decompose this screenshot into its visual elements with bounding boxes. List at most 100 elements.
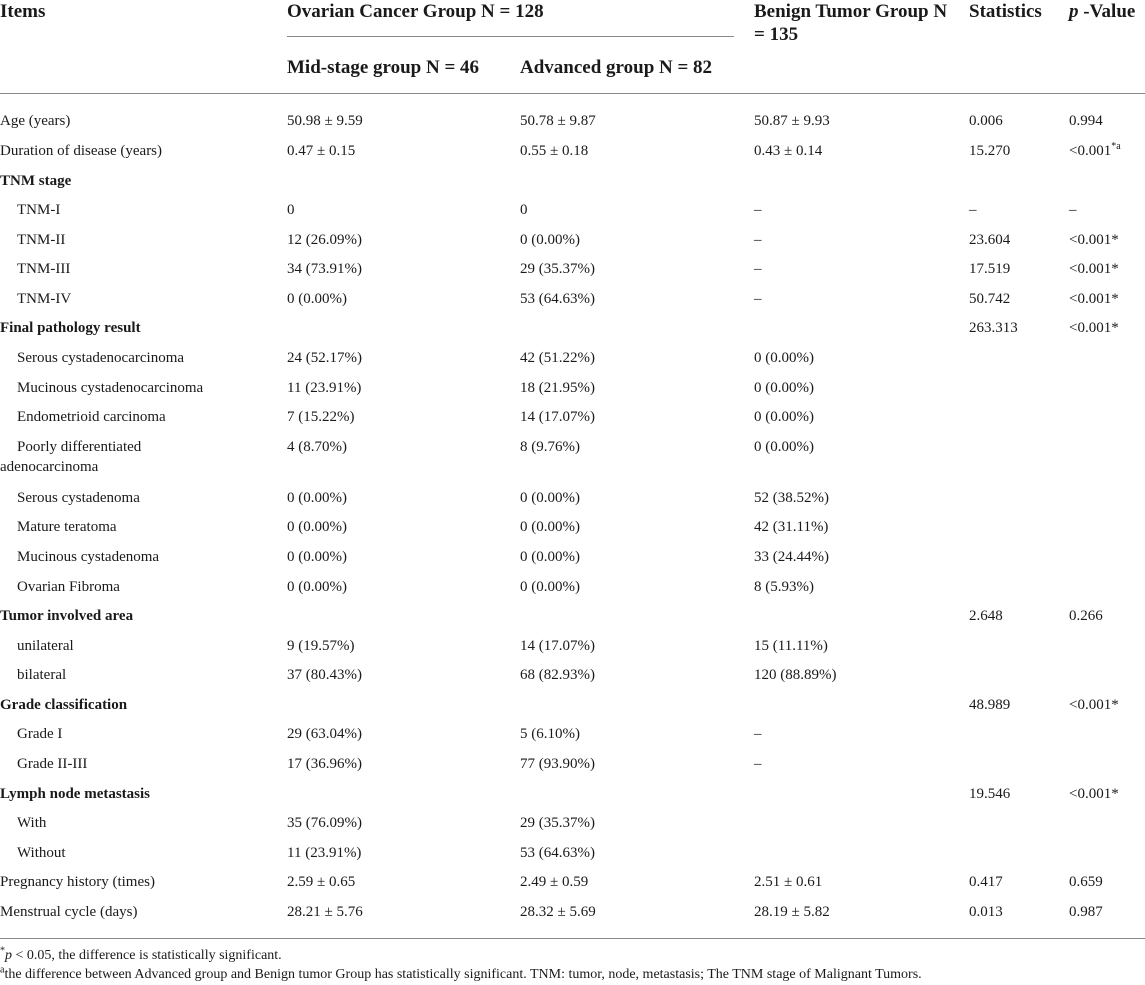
row-label: With xyxy=(17,815,47,831)
mid-stage-cell-value: 28.21 ± 5.76 xyxy=(287,904,363,920)
mid-stage-cell: 37 (80.43%) xyxy=(287,665,362,685)
statistics-cell-value: 0.417 xyxy=(969,874,1003,890)
mid-stage-cell-value: 0 (0.00%) xyxy=(287,291,347,307)
statistics-cell: 17.519 xyxy=(969,259,1010,279)
mid-stage-cell-value: 0 (0.00%) xyxy=(287,579,347,595)
advanced-cell-value: 77 (93.90%) xyxy=(520,756,595,772)
advanced-cell-value: 0 (0.00%) xyxy=(520,579,580,595)
statistics-cell: 15.270 xyxy=(969,141,1010,161)
row-label: Pregnancy history (times) xyxy=(0,874,155,890)
mid-stage-cell-value: 0 (0.00%) xyxy=(287,549,347,565)
footnote-mark-a: a xyxy=(0,964,5,976)
mid-stage-cell-value: 50.98 ± 9.59 xyxy=(287,113,363,129)
mid-stage-cell: 4 (8.70%) xyxy=(287,437,347,457)
row-label: TNM-II xyxy=(17,232,66,248)
benign-cell: 120 (88.89%) xyxy=(754,665,837,685)
header-advanced: Advanced group N = 82 xyxy=(520,57,713,78)
row-label: Grade I xyxy=(17,726,63,742)
p-value-cell: – xyxy=(1069,200,1077,220)
p-value-cell: <0.001*a xyxy=(1069,141,1121,161)
benign-cell: – xyxy=(754,230,762,250)
p-value-cell: <0.001* xyxy=(1069,289,1119,309)
statistics-cell: 0.417 xyxy=(969,872,1003,892)
advanced-cell-value: 0.55 ± 0.18 xyxy=(520,143,589,159)
advanced-cell: 68 (82.93%) xyxy=(520,665,595,685)
row-label: Ovarian Fibroma xyxy=(17,579,120,595)
row-label: TNM-IV xyxy=(17,291,72,307)
benign-cell-value: 0 (0.00%) xyxy=(754,409,814,425)
mid-stage-cell-value: 11 (23.91%) xyxy=(287,380,362,396)
advanced-cell-value: 68 (82.93%) xyxy=(520,667,595,683)
mid-stage-cell: 24 (52.17%) xyxy=(287,348,362,368)
statistics-cell-value: 23.604 xyxy=(969,232,1011,248)
mid-stage-cell-value: 29 (63.04%) xyxy=(287,726,362,742)
mid-stage-cell: 29 (63.04%) xyxy=(287,724,362,744)
mid-stage-cell-value: 2.59 ± 0.65 xyxy=(287,874,356,890)
advanced-cell-value: 53 (64.63%) xyxy=(520,291,595,307)
benign-cell-value: 28.19 ± 5.82 xyxy=(754,904,830,920)
mid-stage-cell-value: 7 (15.22%) xyxy=(287,409,355,425)
benign-cell: – xyxy=(754,200,762,220)
statistics-cell: 0.013 xyxy=(969,902,1003,922)
advanced-cell-value: 18 (21.95%) xyxy=(520,380,595,396)
mid-stage-cell-value: 37 (80.43%) xyxy=(287,667,362,683)
advanced-cell: 0 (0.00%) xyxy=(520,577,580,597)
mid-stage-cell-value: 12 (26.09%) xyxy=(287,232,362,248)
p-symbol: p xyxy=(1069,1,1079,22)
benign-cell: 50.87 ± 9.93 xyxy=(754,111,830,131)
advanced-cell: 28.32 ± 5.69 xyxy=(520,902,596,922)
mid-stage-cell: 17 (36.96%) xyxy=(287,754,362,774)
p-value-cell-value: <0.001* xyxy=(1069,786,1119,802)
benign-cell-value: – xyxy=(754,726,762,742)
benign-cell-value: 0 (0.00%) xyxy=(754,380,814,396)
benign-cell: 15 (11.11%) xyxy=(754,636,828,656)
advanced-cell: 0 (0.00%) xyxy=(520,488,580,508)
row-label: TNM-III xyxy=(17,261,71,277)
p-value-cell: 0.994 xyxy=(1069,111,1103,131)
benign-cell: – xyxy=(754,289,762,309)
mid-stage-cell-value: 0 xyxy=(287,202,295,218)
section-heading: TNM stage xyxy=(0,173,72,189)
benign-cell-value: 15 (11.11%) xyxy=(754,638,828,654)
benign-cell-value: – xyxy=(754,756,762,772)
p-value-cell-value: <0.001* xyxy=(1069,291,1119,307)
row-label: Mature teratoma xyxy=(17,519,117,535)
benign-cell: – xyxy=(754,259,762,279)
mid-stage-cell: 34 (73.91%) xyxy=(287,259,362,279)
mid-stage-cell-value: 24 (52.17%) xyxy=(287,350,362,366)
statistics-cell-value: 263.313 xyxy=(969,320,1018,336)
benign-cell: 0.43 ± 0.14 xyxy=(754,141,822,161)
mid-stage-cell-value: 4 (8.70%) xyxy=(287,439,347,455)
mid-stage-cell-value: 0.47 ± 0.15 xyxy=(287,143,356,159)
p-value-label: -Value xyxy=(1078,1,1136,22)
row-label: Menstrual cycle (days) xyxy=(0,904,138,920)
row-label: Mucinous cystadenocarcinoma xyxy=(17,380,204,396)
advanced-cell-value: 29 (35.37%) xyxy=(520,261,595,277)
advanced-cell: 18 (21.95%) xyxy=(520,378,595,398)
statistics-cell-value: 48.989 xyxy=(969,697,1011,713)
benign-cell: 0 (0.00%) xyxy=(754,437,814,457)
p-value-cell-value: – xyxy=(1069,202,1077,218)
statistics-cell-value: 2.648 xyxy=(969,608,1003,624)
advanced-cell-value: 2.49 ± 0.59 xyxy=(520,874,589,890)
advanced-cell: 53 (64.63%) xyxy=(520,843,595,863)
advanced-cell: 14 (17.07%) xyxy=(520,407,595,427)
statistics-cell-value: 0.006 xyxy=(969,113,1003,129)
benign-cell-value: – xyxy=(754,261,762,277)
advanced-cell: 53 (64.63%) xyxy=(520,289,595,309)
header-bottom-rule xyxy=(0,93,1145,94)
p-value-cell: <0.001* xyxy=(1069,318,1119,338)
benign-cell: 0 (0.00%) xyxy=(754,348,814,368)
header-mid-stage: Mid-stage group N = 46 xyxy=(287,57,480,78)
advanced-cell-value: 14 (17.07%) xyxy=(520,638,595,654)
benign-cell-value: 0.43 ± 0.14 xyxy=(754,143,823,159)
p-value-cell-value: 0.994 xyxy=(1069,113,1103,129)
advanced-cell: 0.55 ± 0.18 xyxy=(520,141,588,161)
statistics-cell: 0.006 xyxy=(969,111,1003,131)
mid-stage-cell: 0 xyxy=(287,200,295,220)
footnote-significance-text: < 0.05, the difference is statistically … xyxy=(12,948,282,963)
mid-stage-cell: 35 (76.09%) xyxy=(287,813,362,833)
benign-cell-value: 52 (38.52%) xyxy=(754,490,829,506)
p-value-cell: 0.659 xyxy=(1069,872,1103,892)
mid-stage-cell-value: 34 (73.91%) xyxy=(287,261,362,277)
